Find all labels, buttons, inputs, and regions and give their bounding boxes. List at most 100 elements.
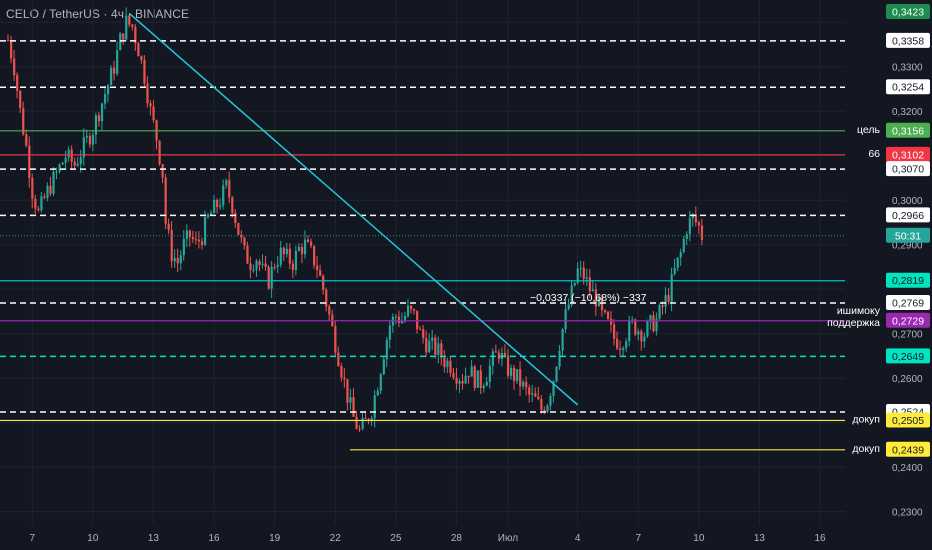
- candle-body: [506, 355, 510, 376]
- candle-body: [679, 252, 682, 258]
- candle-body: [252, 269, 255, 271]
- price-tag-7: 50:31: [886, 227, 930, 243]
- candle-body: [294, 250, 298, 271]
- price-tag-4: 0,3102: [886, 146, 930, 162]
- candle-body: [488, 365, 491, 382]
- candle-body: [661, 305, 664, 307]
- candle-body: [91, 134, 95, 145]
- price-tag-bg: [886, 32, 930, 48]
- candle-body: [628, 321, 631, 342]
- candle-body: [582, 267, 585, 279]
- candle-body: [58, 164, 61, 172]
- candle-body: [246, 245, 249, 264]
- x-tick-label-7: 28: [451, 533, 463, 544]
- level-note-3-0: цель: [857, 124, 881, 136]
- candle-body: [152, 106, 155, 121]
- x-tick-label-2: 13: [148, 533, 160, 544]
- price-axis[interactable]: 0,2300 0,2400 0,2600 0,2700 0,2900 0,3000 0,32…: [892, 63, 923, 519]
- price-tag-bg: [886, 79, 930, 95]
- price-tag-text: 0,2769: [892, 297, 924, 309]
- candle-body: [261, 263, 264, 265]
- candle-body: [319, 270, 322, 276]
- trendline-line: [128, 12, 579, 406]
- candle-body: [537, 396, 540, 400]
- candle-body: [382, 359, 385, 375]
- candle-body: [137, 43, 140, 57]
- price-tag-13: 0,2505: [886, 412, 930, 428]
- candle-body: [464, 375, 467, 384]
- time-axis[interactable]: 7 10 13 16 19 22 25 28 Июл 4 7 10 13 16: [29, 533, 826, 544]
- candle-body: [206, 214, 210, 218]
- candle-body: [34, 198, 37, 209]
- price-tag-bg: [886, 412, 930, 428]
- x-tick-label-3: 16: [208, 533, 220, 544]
- candle-body: [49, 185, 52, 194]
- x-tick-label-10: 7: [635, 533, 641, 544]
- candle-body: [694, 214, 698, 223]
- candle-body: [485, 381, 488, 386]
- price-tag-text: 0,2729: [892, 315, 924, 327]
- candle-body: [434, 337, 437, 355]
- price-tag-bg: [886, 122, 930, 138]
- candle-body: [543, 409, 546, 412]
- candle-body: [82, 137, 85, 158]
- candle-body: [146, 83, 149, 104]
- x-tick-label-5: 22: [330, 533, 342, 544]
- candle-body: [67, 149, 70, 158]
- price-tag-3: 0,3156: [886, 122, 930, 138]
- candle-body: [700, 225, 704, 240]
- candle-body: [70, 149, 73, 162]
- candle-body: [670, 273, 673, 302]
- candle-body: [22, 108, 25, 135]
- candle-body: [373, 395, 376, 419]
- candle-body: [440, 343, 443, 358]
- candle-body: [282, 247, 285, 255]
- price-tag-bg: [886, 161, 930, 177]
- candle-body: [270, 266, 273, 289]
- candle-body: [164, 177, 167, 224]
- candle-body: [243, 237, 246, 246]
- candle-body: [85, 135, 88, 138]
- candle-body: [88, 135, 92, 145]
- y-tick-label-6: 0,2900: [892, 241, 923, 252]
- y-tick-label-0: 0,2300: [892, 508, 923, 519]
- price-tag-bg: [886, 227, 930, 243]
- price-tag-bg: [886, 207, 930, 223]
- candle-body: [676, 257, 679, 268]
- candle-body: [37, 208, 40, 211]
- candle-body: [291, 263, 295, 271]
- candle-body: [561, 329, 564, 351]
- candle-body: [76, 163, 79, 166]
- price-tags: 0,3423 0,3358 0,3254 0,3156 цель 0,3102 66 0,30…: [827, 4, 930, 457]
- candle-body: [364, 418, 367, 420]
- candle-body: [197, 239, 201, 242]
- candle-body: [422, 329, 425, 339]
- candle-body: [622, 348, 625, 350]
- price-tag-text: 0,3156: [892, 125, 924, 137]
- candle-body: [143, 59, 146, 84]
- candle-body: [255, 261, 258, 270]
- price-levels: [0, 40, 845, 451]
- price-tag-bg: [886, 294, 930, 310]
- candle-body: [649, 315, 652, 322]
- candle-body: [476, 370, 479, 388]
- candle-body: [310, 241, 313, 246]
- candle-body: [425, 338, 428, 353]
- candle-body: [122, 33, 125, 40]
- candle-body: [594, 289, 598, 307]
- candle-body: [134, 26, 137, 44]
- candle-body: [328, 306, 331, 315]
- candle-body: [355, 416, 358, 429]
- x-tick-label-6: 25: [390, 533, 402, 544]
- candle-body: [306, 239, 310, 242]
- candle-body: [7, 40, 10, 42]
- candle-body: [188, 230, 191, 238]
- candle-body: [658, 305, 661, 319]
- candle-body: [446, 360, 449, 367]
- y-tick-label-7: 0,3000: [892, 196, 923, 207]
- candle-body: [531, 393, 534, 395]
- candle-body: [31, 178, 34, 199]
- candle-body: [697, 222, 701, 226]
- candle-body: [191, 237, 195, 240]
